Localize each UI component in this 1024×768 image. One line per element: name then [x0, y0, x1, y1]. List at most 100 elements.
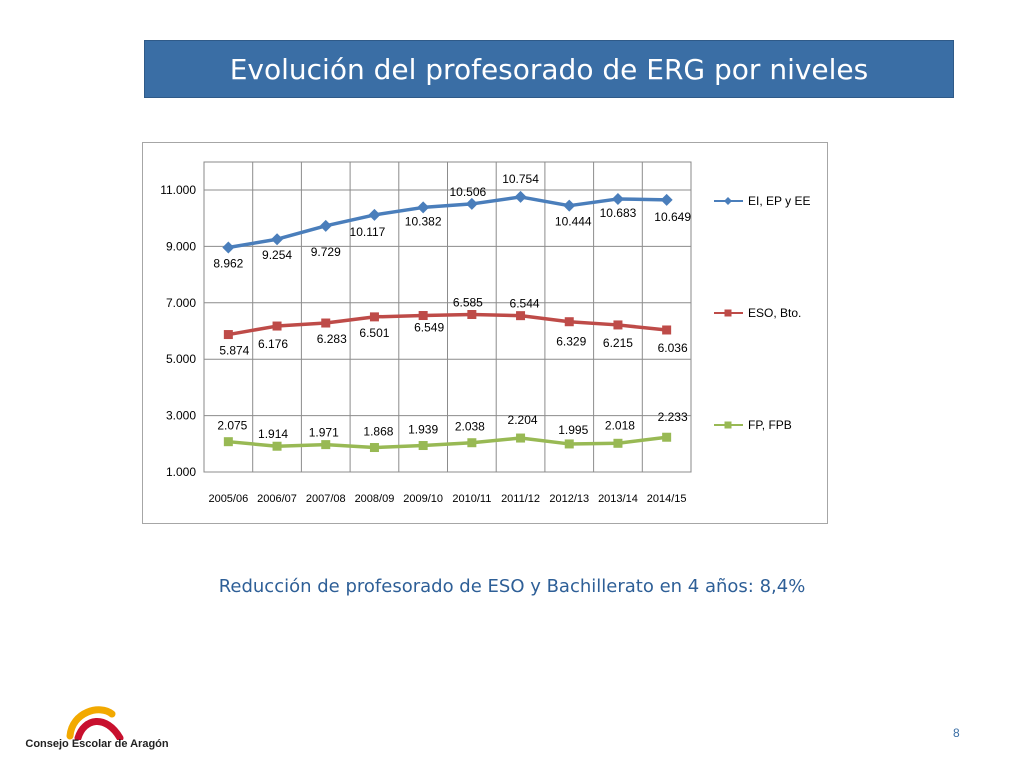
x-tick-label: 2005/06 — [208, 493, 248, 505]
data-point — [516, 433, 526, 443]
page-number: 8 — [953, 726, 960, 740]
logo: Consejo Escolar de Aragón — [22, 700, 172, 756]
data-point — [271, 233, 284, 246]
legend-label: FP, FPB — [748, 418, 792, 432]
data-point — [611, 192, 624, 205]
data-point — [563, 199, 576, 212]
x-tick-label: 2010/11 — [452, 493, 491, 505]
legend: EI, EP y EE ESO, Bto. FP, FPB — [714, 194, 810, 432]
data-point — [223, 330, 233, 340]
data-point — [272, 441, 282, 451]
y-axis-tick-labels: 1.000 3.000 5.000 7.000 9.000 11.000 — [160, 183, 196, 479]
legend-marker — [724, 421, 732, 429]
x-axis-tick-labels: 2005/06 2006/07 2007/08 2008/09 2009/10 2010/… — [208, 493, 686, 505]
x-tick-label: 2014/15 — [647, 493, 687, 505]
x-tick-label: 2012/13 — [549, 493, 589, 505]
data-point — [613, 438, 623, 448]
data-point — [514, 190, 527, 203]
data-label: 10.683 — [600, 206, 637, 220]
data-label: 5.874 — [219, 344, 249, 358]
data-point — [222, 241, 235, 254]
legend-marker — [724, 309, 732, 317]
data-label: 9.729 — [311, 245, 341, 259]
data-label: 6.036 — [658, 341, 688, 355]
data-label: 6.329 — [556, 335, 586, 349]
x-tick-label: 2008/09 — [355, 493, 395, 505]
data-point — [564, 317, 574, 327]
data-point — [467, 310, 477, 320]
data-point — [662, 432, 672, 442]
data-label: 6.585 — [453, 296, 483, 310]
series-layer — [222, 190, 673, 453]
y-tick-label: 9.000 — [166, 239, 196, 253]
data-point — [662, 325, 672, 335]
data-label: 6.544 — [510, 297, 540, 311]
data-label: 6.283 — [317, 332, 347, 346]
series-line — [228, 312, 667, 337]
data-point — [321, 318, 331, 328]
data-label: 2.075 — [217, 419, 247, 433]
data-label: 6.215 — [603, 336, 633, 350]
data-point — [660, 193, 673, 206]
data-label: 10.117 — [350, 225, 386, 239]
data-label: 10.754 — [502, 172, 539, 186]
data-label: 6.176 — [258, 337, 288, 351]
legend-label: ESO, Bto. — [748, 306, 801, 320]
data-label: 6.549 — [414, 321, 444, 335]
x-tick-label: 2006/07 — [257, 493, 297, 505]
x-tick-label: 2009/10 — [403, 493, 443, 505]
data-point — [418, 441, 428, 451]
data-point — [368, 208, 381, 221]
series-line — [228, 435, 667, 450]
data-point — [467, 438, 477, 448]
data-label: 1.939 — [408, 423, 438, 437]
logo-text: Consejo Escolar de Aragón — [25, 738, 169, 750]
data-label: 2.038 — [455, 420, 485, 434]
legend-label: EI, EP y EE — [748, 194, 810, 208]
slide-subtitle: Reducción de profesorado de ESO y Bachil… — [218, 576, 806, 597]
data-label: 9.254 — [262, 248, 292, 262]
data-label: 6.501 — [359, 326, 389, 340]
slide-title-band: Evolución del profesorado de ERG por niv… — [144, 40, 954, 98]
data-label: 2.204 — [508, 413, 538, 427]
data-label-layer: 8.962 9.254 9.729 10.117 10.382 10.506 10.754 1… — [213, 172, 691, 441]
vertical-gridlines — [252, 162, 643, 472]
slide-title: Evolución del profesorado de ERG por niv… — [229, 52, 869, 86]
x-tick-label: 2013/14 — [598, 493, 638, 505]
data-point — [418, 311, 428, 321]
x-tick-label: 2011/12 — [501, 493, 540, 505]
logo-mark-icon — [66, 706, 124, 742]
data-label: 10.444 — [555, 215, 592, 229]
y-tick-label: 11.000 — [160, 183, 196, 197]
data-label: 8.962 — [213, 256, 243, 270]
y-tick-label: 7.000 — [166, 296, 196, 310]
chart-frame: 1.000 3.000 5.000 7.000 9.000 11.000 2005/06 2… — [142, 142, 828, 524]
x-tick-label: 2007/08 — [306, 493, 346, 505]
data-label: 1.914 — [258, 427, 288, 441]
data-point — [417, 201, 430, 214]
y-tick-label: 5.000 — [166, 352, 196, 366]
data-point — [272, 321, 282, 331]
data-point — [564, 439, 574, 449]
data-point — [223, 437, 233, 447]
data-label: 10.382 — [405, 214, 442, 228]
data-label: 1.971 — [309, 426, 339, 440]
series-line — [228, 195, 667, 250]
legend-marker — [724, 197, 732, 205]
horizontal-gridlines — [204, 189, 691, 473]
data-point — [319, 219, 332, 232]
y-tick-label: 3.000 — [166, 409, 196, 423]
data-point — [369, 443, 379, 453]
data-label: 2.233 — [658, 410, 688, 424]
data-point — [516, 311, 526, 321]
data-point — [321, 440, 331, 450]
data-label: 2.018 — [605, 418, 635, 432]
data-point — [613, 320, 623, 330]
data-label: 1.868 — [363, 425, 393, 439]
data-point — [465, 197, 478, 210]
data-label: 10.506 — [449, 185, 486, 199]
data-label: 10.649 — [654, 210, 691, 224]
y-tick-label: 1.000 — [166, 465, 196, 479]
data-point — [369, 312, 379, 322]
